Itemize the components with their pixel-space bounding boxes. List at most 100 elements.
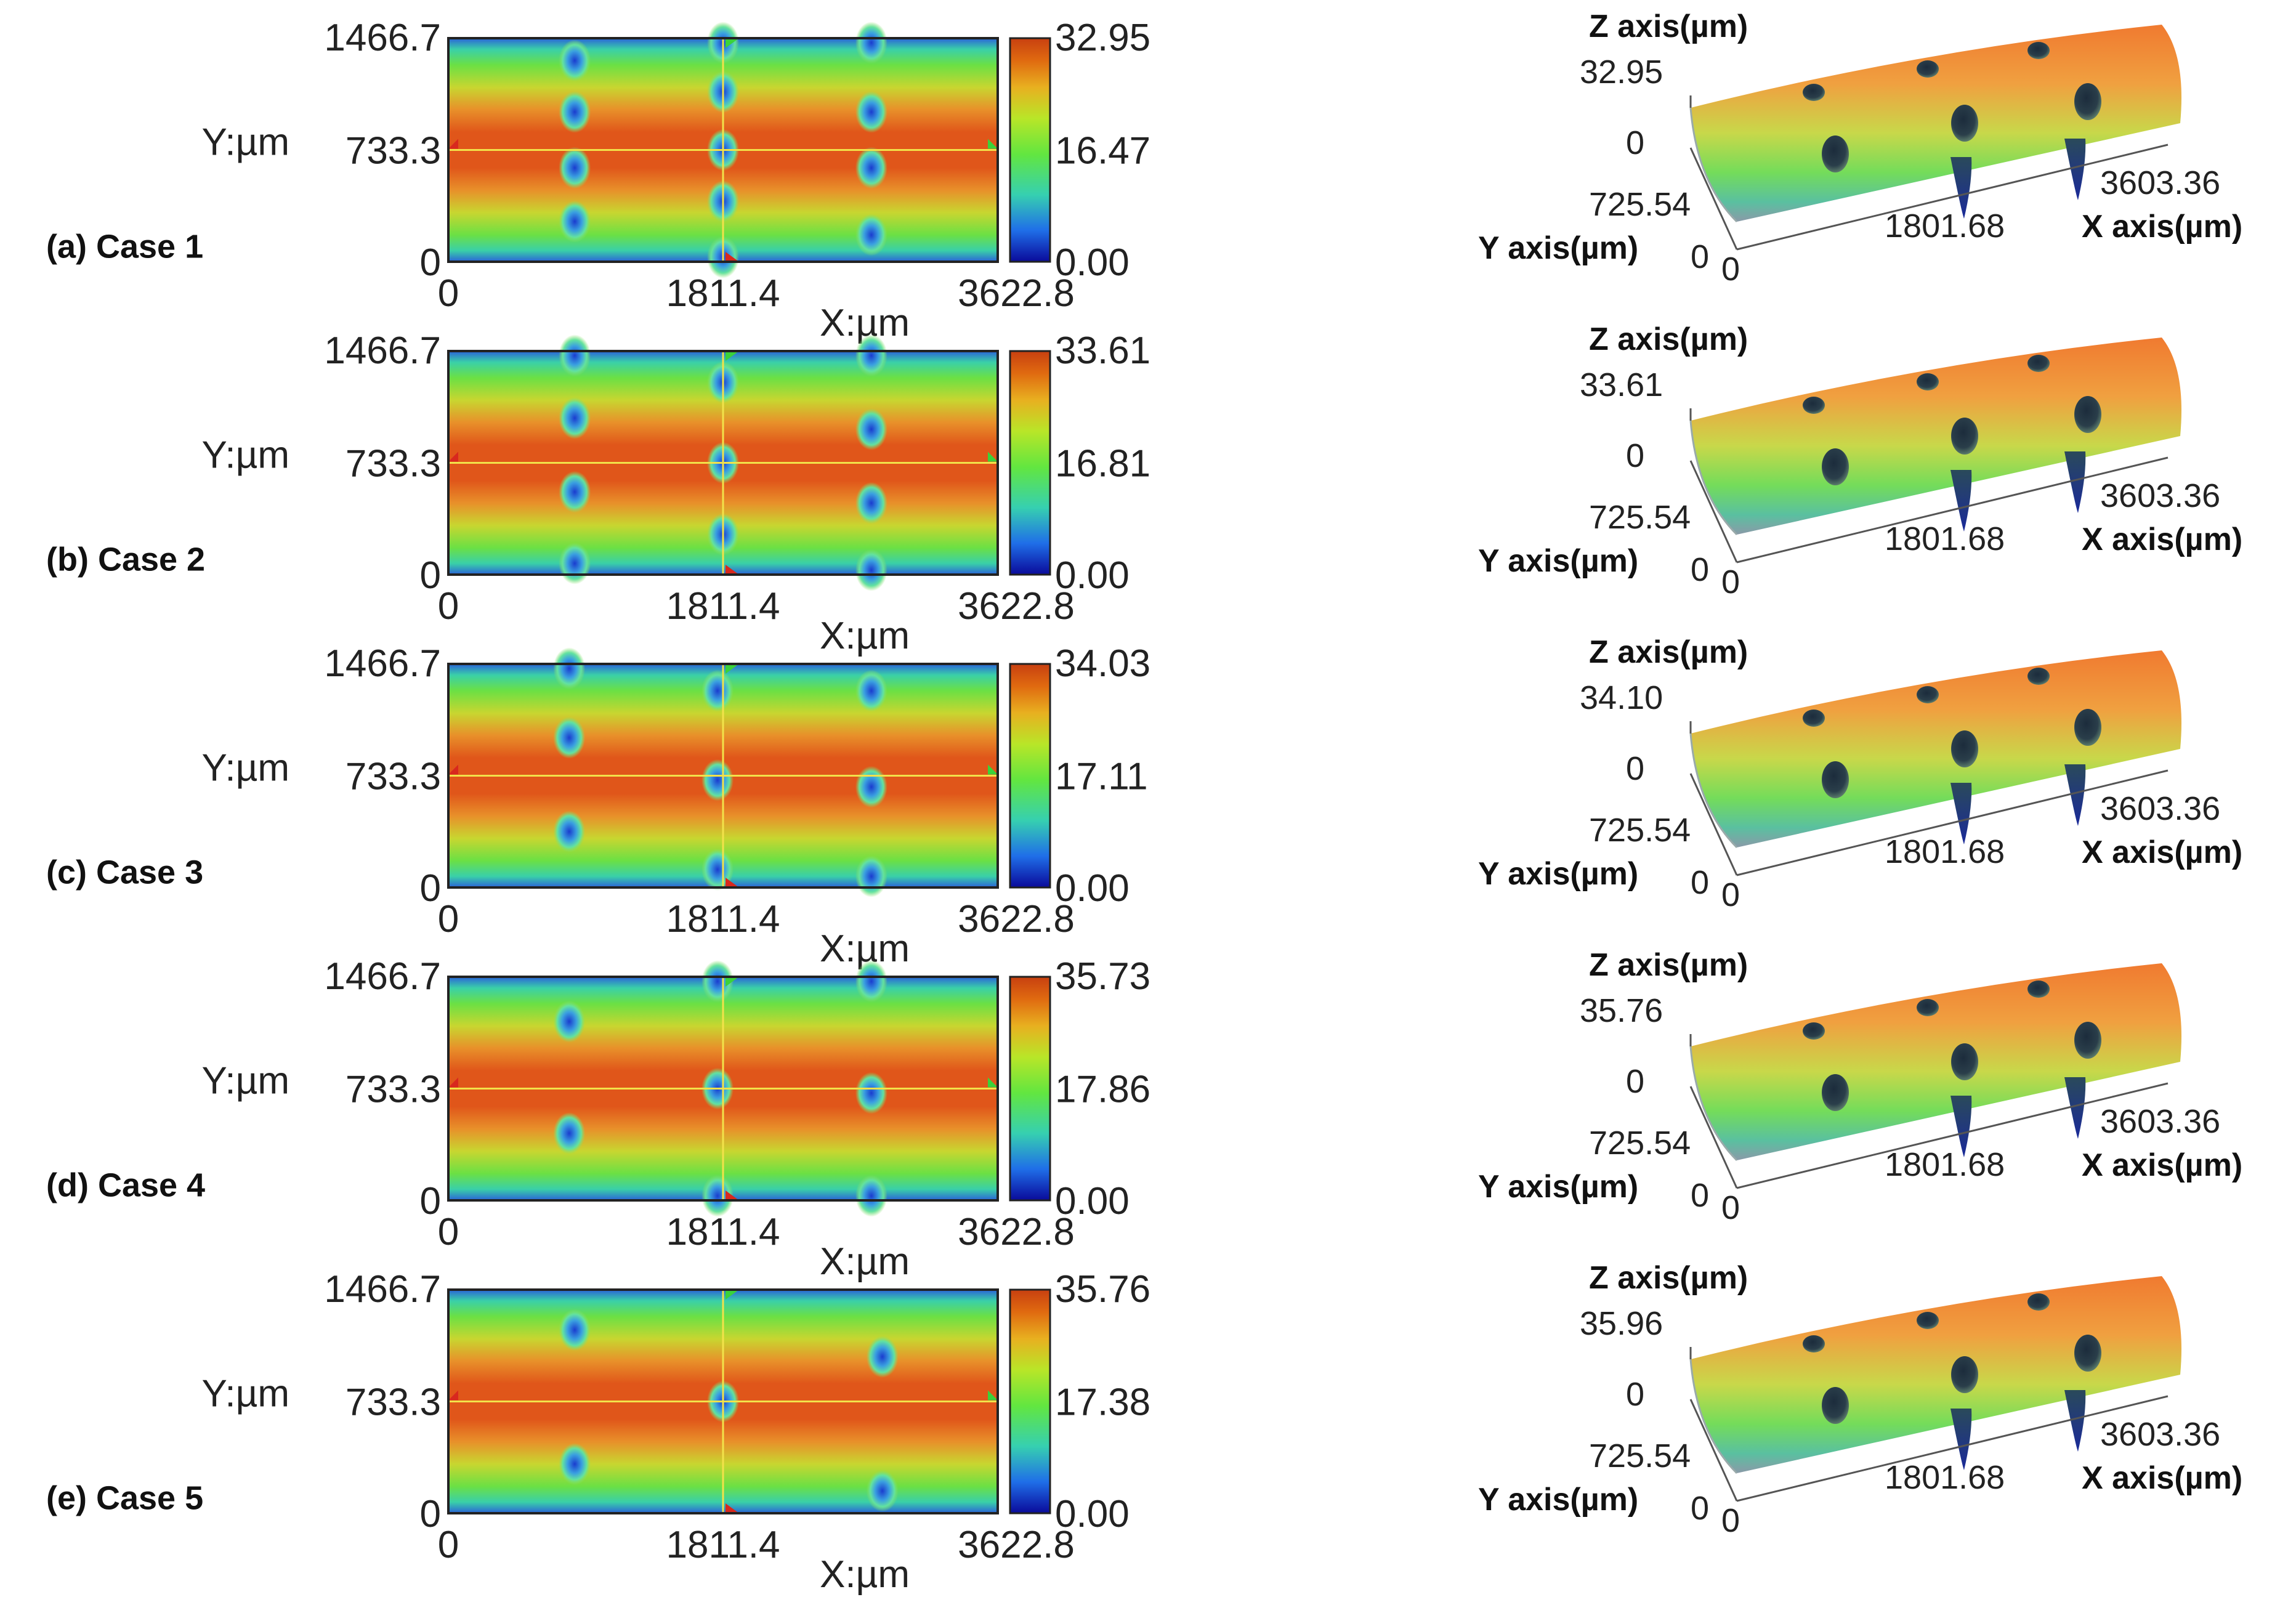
dimple-8: [855, 334, 887, 377]
pit-mid-3: [2074, 396, 2101, 433]
pit-drop-1: [1950, 470, 1972, 532]
pit-mid-2: [1951, 1356, 1978, 1393]
colorbar: [1010, 351, 1050, 575]
x-tick-max: 3622.8: [958, 272, 1075, 315]
marker-right: [988, 1077, 998, 1088]
x-tick-max: 3622.8: [958, 585, 1075, 628]
pit-mid-3: [2074, 83, 2101, 120]
y-tick-zero: 0: [420, 554, 441, 597]
colorbar-tick-min: 0.00: [1055, 241, 1130, 284]
pit-drop-1: [1950, 1096, 1972, 1157]
x-tick-mid-3d: 1801.68: [1885, 1146, 2005, 1183]
dimple-4: [559, 542, 591, 584]
x-tick-mid: 1811.4: [666, 1524, 780, 1566]
y-tick-mid: 733.3: [346, 130, 441, 172]
dimple-1: [559, 39, 591, 82]
dimple-7: [855, 1072, 887, 1114]
x-axis-line: [1736, 1395, 2169, 1502]
x-axis-title: X axis(µm): [2082, 1460, 2242, 1496]
y-axis-title: Y axis(µm): [1478, 1482, 1638, 1518]
surface-3d: [1691, 338, 2181, 535]
marker-top: [726, 977, 739, 987]
pit-top-2: [1917, 60, 1939, 78]
z-axis-title: Z axis(µm): [1589, 321, 1748, 357]
dimple-1: [553, 1000, 586, 1043]
pit-mid-3: [2074, 709, 2101, 746]
x-zero-3d: 0: [1721, 1189, 1740, 1226]
surface-end-edge: [1689, 733, 1738, 849]
dimple-10: [855, 22, 887, 64]
x-tick-max: 3622.8: [958, 898, 1075, 940]
pit-drop-1: [1950, 1409, 1972, 1470]
colorbar-tick-max: 35.73: [1055, 955, 1150, 998]
dimple-9: [855, 408, 887, 451]
y-axis-label: Y:µm: [201, 434, 289, 477]
x-tick-max-3d: 3603.36: [2100, 1416, 2220, 1453]
x-axis-line: [1736, 769, 2169, 876]
y-axis-title: Y axis(µm): [1478, 1169, 1638, 1205]
pit-drop-2: [2064, 764, 2086, 826]
x-tick-zero: 0: [438, 272, 459, 315]
dimple-2: [553, 716, 586, 759]
dimple-12: [855, 147, 887, 189]
surface-3d: [1691, 25, 2181, 222]
surface-end-edge: [1689, 1359, 1738, 1474]
dimple-3: [553, 811, 586, 853]
z-axis-title: Z axis(µm): [1589, 947, 1748, 983]
x-axis-label: X:µm: [820, 615, 910, 657]
colorbar-frame: [1009, 37, 1051, 263]
heatmap-frame: [447, 37, 999, 263]
marker-bottom: [726, 1191, 739, 1200]
dimple-13: [855, 214, 887, 256]
y-tick-zero: 0: [420, 867, 441, 910]
z-axis-title: Z axis(µm): [1589, 634, 1748, 670]
marker-top: [726, 1290, 739, 1300]
colorbar-tick-mid: 17.11: [1055, 756, 1148, 798]
dimple-4: [559, 200, 591, 243]
y-axis-title: Y axis(µm): [1478, 230, 1638, 266]
dimple-1: [559, 334, 591, 377]
y-axis-line: [1689, 460, 1738, 563]
pit-top-3: [2027, 1293, 2050, 1311]
z-tick-zero: 0: [1626, 750, 1644, 787]
heatmap-frame: [447, 976, 999, 1202]
y-zero-3d: 0: [1691, 551, 1709, 588]
dimple-5: [701, 1175, 734, 1217]
y-axis-line: [1689, 147, 1738, 250]
colorbar-tick-mid: 16.47: [1055, 130, 1150, 172]
colorbar: [1010, 664, 1050, 887]
dimple-5: [701, 759, 734, 801]
pit-drop-2: [2064, 1077, 2086, 1139]
surface-end-edge: [1689, 420, 1738, 536]
x-tick-zero: 0: [438, 1211, 459, 1253]
x-tick-zero: 0: [438, 898, 459, 940]
colorbar-frame: [1009, 350, 1051, 576]
dimple-1: [553, 647, 586, 690]
colorbar-tick-max: 32.95: [1055, 17, 1150, 59]
marker-left: [448, 451, 458, 462]
pit-top-2: [1917, 999, 1939, 1016]
y-tick-max: 1466.7: [324, 642, 441, 685]
surface-3d: [1691, 650, 2181, 847]
y-axis-line: [1689, 1399, 1738, 1502]
y-tick-max: 1466.7: [324, 1268, 441, 1311]
y-zero-3d: 0: [1691, 1177, 1709, 1214]
marker-right: [988, 1390, 998, 1401]
marker-left: [448, 1390, 458, 1401]
marker-top: [726, 351, 739, 361]
colorbar-tick-max: 35.76: [1055, 1268, 1150, 1311]
dimple-9: [855, 855, 887, 897]
pit-top-2: [1917, 1312, 1939, 1329]
x-zero-3d: 0: [1721, 251, 1740, 288]
pit-top-3: [2027, 980, 2050, 998]
pit-mid-1: [1822, 448, 1849, 485]
x-tick-max-3d: 3603.36: [2100, 164, 2220, 201]
pit-top-3: [2027, 668, 2050, 685]
pit-top-1: [1803, 397, 1825, 414]
pit-drop-2: [2064, 1390, 2086, 1452]
x-tick-mid: 1811.4: [666, 272, 780, 315]
dimple-4: [701, 669, 734, 712]
pit-drop-1: [1950, 783, 1972, 844]
